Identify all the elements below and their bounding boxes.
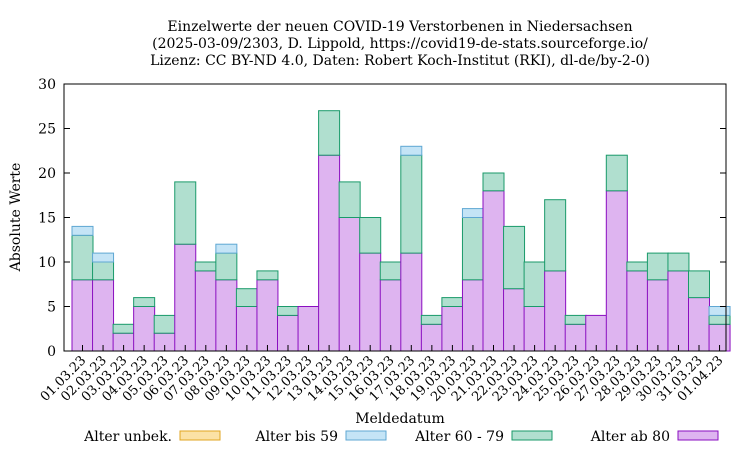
- bar-segment-alter-60-79-1: [92, 261, 115, 281]
- bar-segment-alter-ab-80-27: [626, 270, 649, 352]
- bar-segment-alter-60-79-24: [564, 314, 587, 325]
- bars-layer: [71, 110, 731, 352]
- y-tick-label-5: 25: [38, 122, 56, 138]
- bar-segment-alter-60-79-16: [400, 154, 423, 254]
- bar-segment-alter-bis-59-0: [71, 225, 94, 236]
- bar-segment-alter-ab-80-5: [174, 243, 197, 352]
- bar-segment-alter-60-79-9: [256, 270, 279, 281]
- bar-segment-alter-ab-80-28: [646, 279, 669, 352]
- bar-segment-alter-ab-80-7: [215, 279, 238, 352]
- chart-title-line-2: (2025-03-09/2303, D. Lippold, https://co…: [152, 36, 648, 52]
- bar-segment-alter-ab-80-21: [503, 288, 526, 352]
- bar-segment-alter-60-79-10: [277, 306, 299, 316]
- bar-segment-alter-ab-80-16: [400, 252, 423, 352]
- bar-segment-alter-ab-80-9: [256, 279, 279, 352]
- bar-segment-alter-ab-80-23: [544, 270, 567, 352]
- legend-label-alter-ab-80: Alter ab 80: [590, 429, 670, 445]
- legend-swatch-alter-ab-80: [677, 430, 719, 441]
- y-tick-label-0: 0: [47, 344, 56, 360]
- y-tick-label-1: 5: [47, 300, 56, 316]
- legend: Alter unbek. Alter bis 59 Alter 60 - 79 Alt…: [83, 429, 719, 445]
- bar-segment-alter-60-79-30: [688, 270, 710, 299]
- bar-segment-alter-ab-80-1: [92, 279, 115, 352]
- bar-segment-alter-60-79-29: [667, 252, 690, 272]
- bar-segment-alter-ab-80-26: [605, 190, 628, 352]
- x-axis-title: Meldedatum: [355, 411, 445, 427]
- bar-segment-alter-bis-59-16: [400, 145, 423, 156]
- legend-swatch-alter-bis-59: [345, 430, 387, 441]
- bar-segment-alter-ab-80-0: [71, 279, 94, 352]
- bar-segment-alter-60-79-22: [523, 261, 546, 307]
- bar-segment-alter-60-79-6: [194, 261, 217, 272]
- bar-segment-alter-ab-80-30: [688, 297, 710, 352]
- bar-segment-alter-ab-80-18: [441, 306, 464, 352]
- bar-segment-alter-ab-80-6: [194, 270, 217, 352]
- bar-segment-alter-ab-80-29: [667, 270, 690, 352]
- y-axis-title: Absolute Werte: [8, 163, 24, 273]
- bar-segment-alter-ab-80-14: [359, 252, 382, 352]
- bar-segment-alter-ab-80-8: [235, 306, 258, 352]
- chart-title-line-3: Lizenz: CC BY-ND 4.0, Daten: Robert Koch…: [150, 53, 650, 69]
- bar-segment-alter-bis-59-7: [215, 243, 238, 254]
- bar-segment-alter-60-79-2: [112, 323, 135, 334]
- bar-segment-alter-ab-80-13: [338, 217, 361, 352]
- y-tick-label-2: 10: [38, 255, 56, 271]
- bar-segment-alter-60-79-21: [503, 225, 526, 290]
- bar-segment-alter-60-79-18: [441, 297, 464, 308]
- bar-segment-alter-ab-80-22: [523, 306, 546, 352]
- bar-segment-alter-60-79-17: [420, 314, 443, 325]
- x-axis: 01.03.2302.03.2303.03.2304.03.2305.03.23…: [38, 345, 726, 405]
- bar-segment-alter-60-79-13: [338, 181, 361, 218]
- y-tick-label-6: 30: [38, 77, 56, 93]
- bar-segment-alter-ab-80-12: [318, 154, 341, 352]
- legend-label-alter-bis-59: Alter bis 59: [254, 429, 338, 445]
- bar-segment-alter-60-79-12: [318, 110, 341, 156]
- bar-segment-alter-60-79-7: [215, 252, 238, 281]
- bar-segment-alter-bis-59-19: [461, 208, 484, 219]
- chart-title-line-1: Einzelwerte der neuen COVID-19 Verstorbe…: [167, 19, 632, 35]
- bar-segment-alter-bis-59-31: [708, 306, 731, 316]
- y-tick-label-3: 15: [38, 211, 56, 227]
- bar-segment-alter-60-79-5: [174, 181, 197, 245]
- bar-segment-alter-ab-80-3: [133, 306, 156, 352]
- bar-segment-alter-60-79-20: [482, 172, 505, 192]
- bar-segment-alter-ab-80-15: [379, 279, 402, 352]
- legend-swatch-alter-60-79: [511, 430, 553, 441]
- legend-label-alter-60-79: Alter 60 - 79: [414, 429, 504, 445]
- legend-swatch-alter-unbek-: [179, 430, 221, 441]
- bar-segment-alter-60-79-4: [153, 314, 176, 334]
- bar-segment-alter-60-79-0: [71, 234, 94, 281]
- bar-segment-alter-60-79-14: [359, 217, 382, 254]
- bar-segment-alter-60-79-23: [544, 199, 567, 272]
- bar-segment-alter-60-79-28: [646, 252, 669, 281]
- bar-segment-alter-ab-80-19: [461, 279, 484, 352]
- bar-segment-alter-60-79-15: [379, 261, 402, 281]
- chart-title: Einzelwerte der neuen COVID-19 Verstorbe…: [150, 19, 650, 69]
- y-axis: 0 5 10 15 20 25 30: [38, 77, 726, 360]
- bar-segment-alter-60-79-8: [235, 288, 258, 308]
- bar-segment-alter-60-79-26: [605, 154, 628, 192]
- y-tick-label-4: 20: [38, 166, 56, 182]
- bar-segment-alter-ab-80-20: [482, 190, 505, 352]
- bar-segment-alter-60-79-27: [626, 261, 649, 272]
- bar-segment-alter-60-79-3: [133, 297, 156, 308]
- bar-segment-alter-bis-59-1: [92, 252, 115, 263]
- bar-segment-alter-60-79-31: [708, 314, 731, 325]
- bar-segment-alter-ab-80-11: [297, 306, 320, 352]
- legend-label-alter-unbek-: Alter unbek.: [83, 429, 172, 445]
- bar-segment-alter-60-79-19: [461, 217, 484, 281]
